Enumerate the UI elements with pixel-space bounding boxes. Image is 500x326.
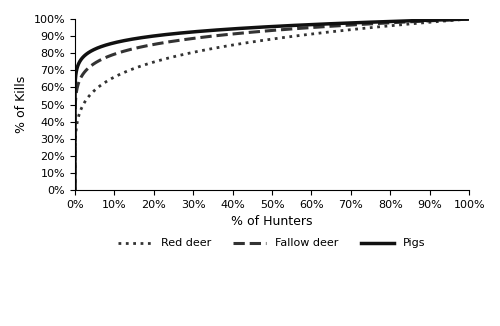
Pigs [328,22,334,26]
Fallow deer [308,25,314,29]
Fallow deer [396,20,402,24]
Line: Fallow deer: Fallow deer [75,19,469,190]
Fallow deer [366,22,372,26]
Red deer [72,188,78,192]
Red deer [466,17,472,21]
Fallow deer [222,33,228,37]
Pigs [396,19,402,23]
Line: Red deer: Red deer [75,19,469,190]
Fallow deer [144,44,150,48]
Pigs [466,17,472,21]
Fallow deer [328,24,334,28]
Red deer [366,26,372,30]
Pigs [366,20,372,24]
Red deer [396,23,402,27]
Red deer [328,30,334,34]
Line: Pigs: Pigs [75,19,469,190]
Fallow deer [466,17,472,21]
Legend: Red deer, Fallow deer, Pigs: Red deer, Fallow deer, Pigs [114,234,430,253]
Pigs [222,27,228,31]
X-axis label: % of Hunters: % of Hunters [232,215,313,228]
Red deer [144,62,150,66]
Pigs [144,35,150,39]
Red deer [222,44,228,48]
Pigs [308,22,314,26]
Y-axis label: % of Kills: % of Kills [15,76,28,133]
Fallow deer [72,188,78,192]
Pigs [72,188,78,192]
Red deer [308,32,314,36]
